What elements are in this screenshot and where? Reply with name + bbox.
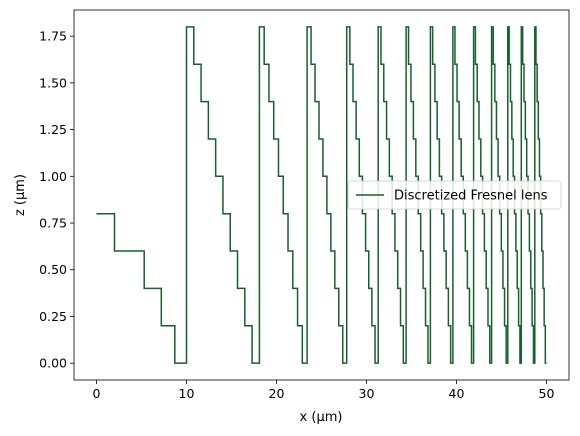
y-tick-label: 1.00: [39, 169, 67, 184]
x-tick-label: 30: [359, 386, 375, 401]
legend-label: Discretized Fresnel lens: [394, 189, 548, 204]
x-tick-label: 40: [449, 386, 465, 401]
y-axis-ticks: 0.00 0.25 0.50 0.75 1.00 1.25 1.50 1.75: [39, 29, 74, 371]
y-tick-label: 0.50: [39, 262, 67, 277]
y-tick-label: 1.25: [39, 122, 67, 137]
x-tick-label: 50: [539, 386, 555, 401]
legend: Discretized Fresnel lens: [347, 180, 562, 210]
x-tick-label: 20: [269, 386, 285, 401]
x-axis-ticks: 0 10 20 30 40 50: [93, 380, 555, 401]
y-tick-label: 0.75: [39, 216, 67, 231]
y-tick-label: 1.50: [39, 75, 67, 90]
y-tick-label: 0.00: [39, 356, 67, 371]
x-tick-label: 0: [93, 386, 101, 401]
y-axis-label: z (μm): [13, 174, 28, 216]
series-group: [96, 26, 547, 364]
legend-box: [347, 180, 562, 210]
y-tick-label: 1.75: [39, 29, 67, 44]
y-tick-label: 0.25: [39, 309, 67, 324]
plot-area-frame: [73, 9, 570, 381]
series-line-fresnel: [96, 26, 547, 364]
x-tick-label: 10: [179, 386, 195, 401]
x-axis-label: x (μm): [300, 410, 343, 425]
